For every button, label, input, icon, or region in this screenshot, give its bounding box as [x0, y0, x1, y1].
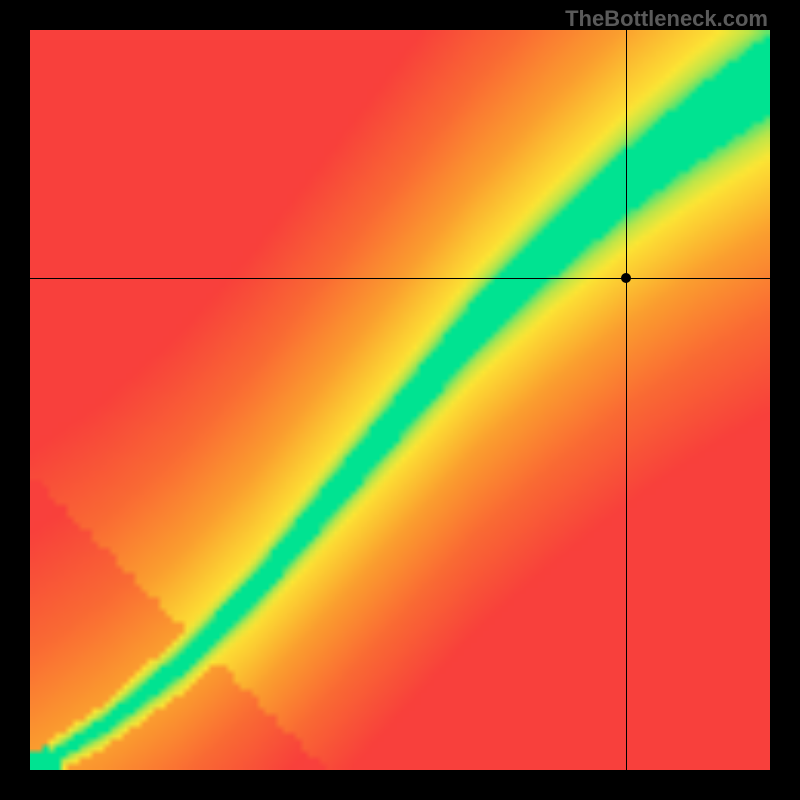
crosshair-horizontal [30, 278, 770, 279]
plot-area [30, 30, 770, 770]
bottleneck-heatmap [30, 30, 770, 770]
watermark-text: TheBottleneck.com [565, 6, 768, 32]
chart-container: TheBottleneck.com [0, 0, 800, 800]
crosshair-vertical [626, 30, 627, 770]
crosshair-point [621, 273, 631, 283]
